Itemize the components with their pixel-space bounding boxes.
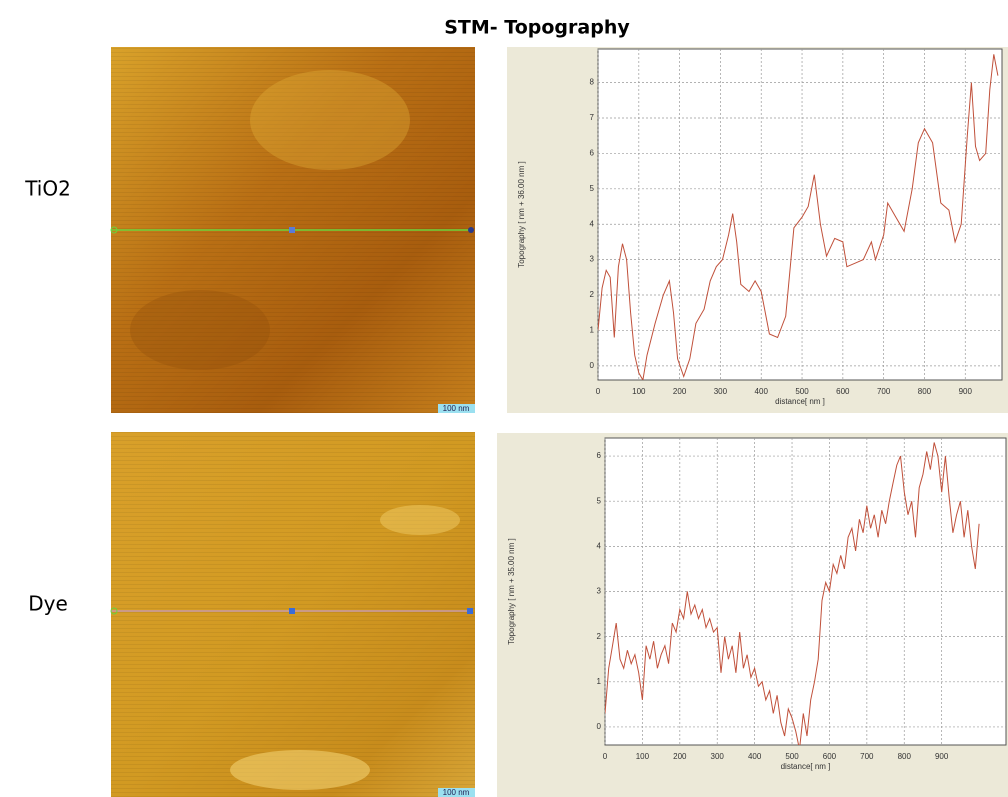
- y-tick-label: 1: [597, 677, 602, 686]
- stm-image: 100 nm: [110, 432, 475, 797]
- x-axis-label: distance[ nm ]: [781, 762, 831, 771]
- x-tick-label: 800: [918, 387, 932, 396]
- x-tick-label: 600: [823, 752, 837, 761]
- x-tick-label: 300: [714, 387, 728, 396]
- x-tick-label: 600: [836, 387, 850, 396]
- x-tick-label: 400: [755, 387, 769, 396]
- x-axis-label: distance[ nm ]: [775, 397, 825, 406]
- x-tick-label: 400: [748, 752, 762, 761]
- x-tick-label: 100: [632, 387, 646, 396]
- y-tick-label: 1: [590, 326, 595, 335]
- y-tick-label: 2: [597, 632, 602, 641]
- y-tick-label: 7: [590, 113, 595, 122]
- x-tick-label: 300: [711, 752, 725, 761]
- figure-title: STM- Topography: [444, 17, 630, 39]
- x-tick-label: 0: [596, 387, 601, 396]
- scale-bar: 100 nm: [443, 404, 470, 413]
- stm-image: 100 nm: [110, 47, 475, 413]
- x-tick-label: 700: [877, 387, 891, 396]
- row-label: TiO2: [24, 177, 71, 201]
- y-tick-label: 5: [597, 496, 602, 505]
- y-tick-label: 2: [590, 290, 595, 299]
- plot-area: [597, 48, 1003, 381]
- x-tick-label: 900: [935, 752, 949, 761]
- profile-line: [605, 442, 980, 745]
- y-tick-label: 3: [597, 587, 602, 596]
- x-tick-label: 200: [673, 752, 687, 761]
- x-tick-label: 200: [673, 387, 687, 396]
- x-tick-label: 900: [959, 387, 973, 396]
- y-tick-label: 4: [590, 219, 595, 228]
- profile-line: [598, 54, 999, 380]
- y-tick-label: 8: [590, 78, 595, 87]
- y-tick-label: 0: [590, 361, 595, 370]
- y-tick-label: 6: [597, 451, 602, 460]
- y-axis-label: Topography [ nm + 36.00 nm ]: [517, 161, 526, 268]
- x-tick-label: 700: [860, 752, 874, 761]
- x-tick-label: 500: [795, 387, 809, 396]
- y-tick-label: 3: [590, 255, 595, 264]
- x-tick-label: 500: [785, 752, 799, 761]
- row-label: Dye: [28, 592, 68, 616]
- scale-bar: 100 nm: [443, 788, 470, 797]
- y-tick-label: 4: [597, 541, 602, 550]
- y-tick-label: 5: [590, 184, 595, 193]
- y-tick-label: 0: [597, 722, 602, 731]
- x-tick-label: 800: [898, 752, 912, 761]
- y-tick-label: 6: [590, 149, 595, 158]
- y-axis-label: Topography [ nm + 35.00 nm ]: [507, 538, 516, 645]
- x-tick-label: 100: [636, 752, 650, 761]
- x-tick-label: 0: [603, 752, 608, 761]
